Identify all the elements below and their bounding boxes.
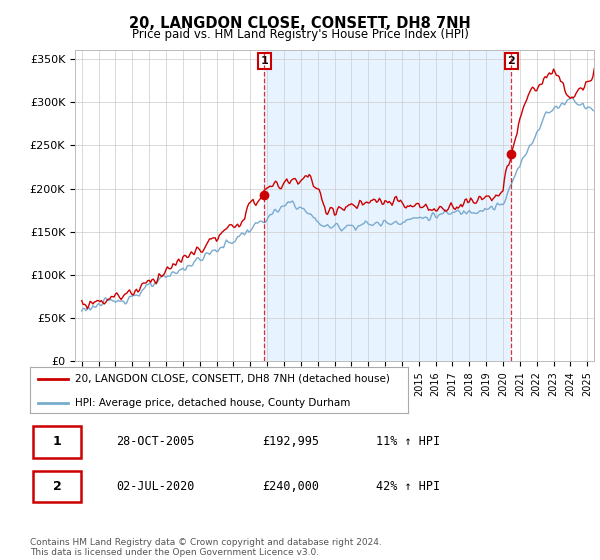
Text: 42% ↑ HPI: 42% ↑ HPI <box>376 480 440 493</box>
Text: Contains HM Land Registry data © Crown copyright and database right 2024.
This d: Contains HM Land Registry data © Crown c… <box>30 538 382 557</box>
Text: 2: 2 <box>508 56 515 66</box>
Text: 2: 2 <box>53 480 61 493</box>
Text: HPI: Average price, detached house, County Durham: HPI: Average price, detached house, Coun… <box>76 398 351 408</box>
Text: 1: 1 <box>260 56 268 66</box>
Text: £192,995: £192,995 <box>262 435 319 449</box>
Text: £240,000: £240,000 <box>262 480 319 493</box>
Text: Price paid vs. HM Land Registry's House Price Index (HPI): Price paid vs. HM Land Registry's House … <box>131 28 469 41</box>
Text: 11% ↑ HPI: 11% ↑ HPI <box>376 435 440 449</box>
Text: 28-OCT-2005: 28-OCT-2005 <box>116 435 195 449</box>
Text: 1: 1 <box>53 435 61 449</box>
Text: 20, LANGDON CLOSE, CONSETT, DH8 7NH: 20, LANGDON CLOSE, CONSETT, DH8 7NH <box>129 16 471 31</box>
Text: 02-JUL-2020: 02-JUL-2020 <box>116 480 195 493</box>
FancyBboxPatch shape <box>33 471 82 502</box>
Bar <box>264 50 511 361</box>
FancyBboxPatch shape <box>33 426 82 458</box>
Text: 20, LANGDON CLOSE, CONSETT, DH8 7NH (detached house): 20, LANGDON CLOSE, CONSETT, DH8 7NH (det… <box>76 374 390 384</box>
